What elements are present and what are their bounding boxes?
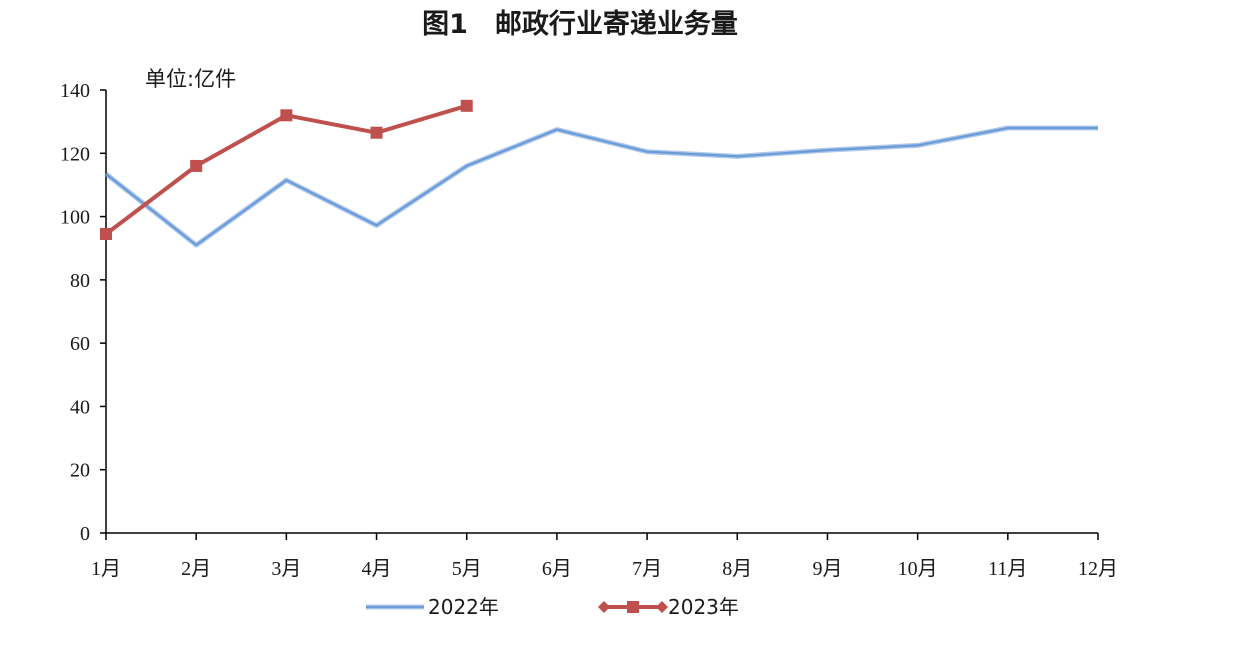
x-tick-label: 6月 bbox=[542, 558, 572, 580]
legend: 2022年 2023年 bbox=[366, 595, 739, 619]
series-layer bbox=[100, 99, 1098, 248]
series-marker bbox=[190, 159, 203, 172]
x-tick-label: 11月 bbox=[988, 558, 1027, 580]
x-tick-label: 8月 bbox=[722, 558, 752, 580]
x-ticks: 1月 2月 3月 4月 5月 6月 7月 8月 9月 10月 11月 12月 bbox=[91, 533, 1118, 580]
y-tick-label: 0 bbox=[80, 523, 90, 545]
x-tick-label: 5月 bbox=[452, 558, 482, 580]
chart-title: 图1 邮政行业寄递业务量 bbox=[422, 8, 738, 40]
y-tick-label: 40 bbox=[70, 396, 90, 418]
x-tick-label: 9月 bbox=[812, 558, 842, 580]
series-marker bbox=[370, 126, 383, 139]
unit-label: 单位:亿件 bbox=[145, 67, 236, 91]
series-marker bbox=[460, 99, 473, 112]
x-tick-label: 12月 bbox=[1078, 558, 1118, 580]
legend-label: 2023年 bbox=[668, 595, 739, 619]
y-ticks: 0 20 40 60 80 100 120 140 bbox=[60, 80, 106, 545]
x-tick-label: 1月 bbox=[91, 558, 121, 580]
legend-label: 2022年 bbox=[428, 595, 499, 619]
y-tick-label: 140 bbox=[60, 80, 90, 102]
y-tick-label: 100 bbox=[60, 207, 90, 229]
series-line-shadow bbox=[104, 125, 1098, 248]
legend-marker bbox=[627, 601, 639, 613]
y-tick-label: 60 bbox=[70, 333, 90, 355]
x-tick-label: 7月 bbox=[632, 558, 662, 580]
x-tick-label: 2月 bbox=[181, 558, 211, 580]
legend-diamond bbox=[656, 601, 668, 613]
x-tick-label: 3月 bbox=[271, 558, 301, 580]
y-tick-label: 120 bbox=[60, 143, 90, 165]
x-tick-label: 10月 bbox=[898, 558, 938, 580]
x-tick-label: 4月 bbox=[362, 558, 392, 580]
y-tick-label: 20 bbox=[70, 460, 90, 482]
y-tick-label: 80 bbox=[70, 270, 90, 292]
legend-diamond bbox=[598, 601, 610, 613]
series-line bbox=[105, 126, 1098, 247]
series-marker bbox=[280, 109, 293, 122]
series-marker bbox=[100, 227, 112, 240]
